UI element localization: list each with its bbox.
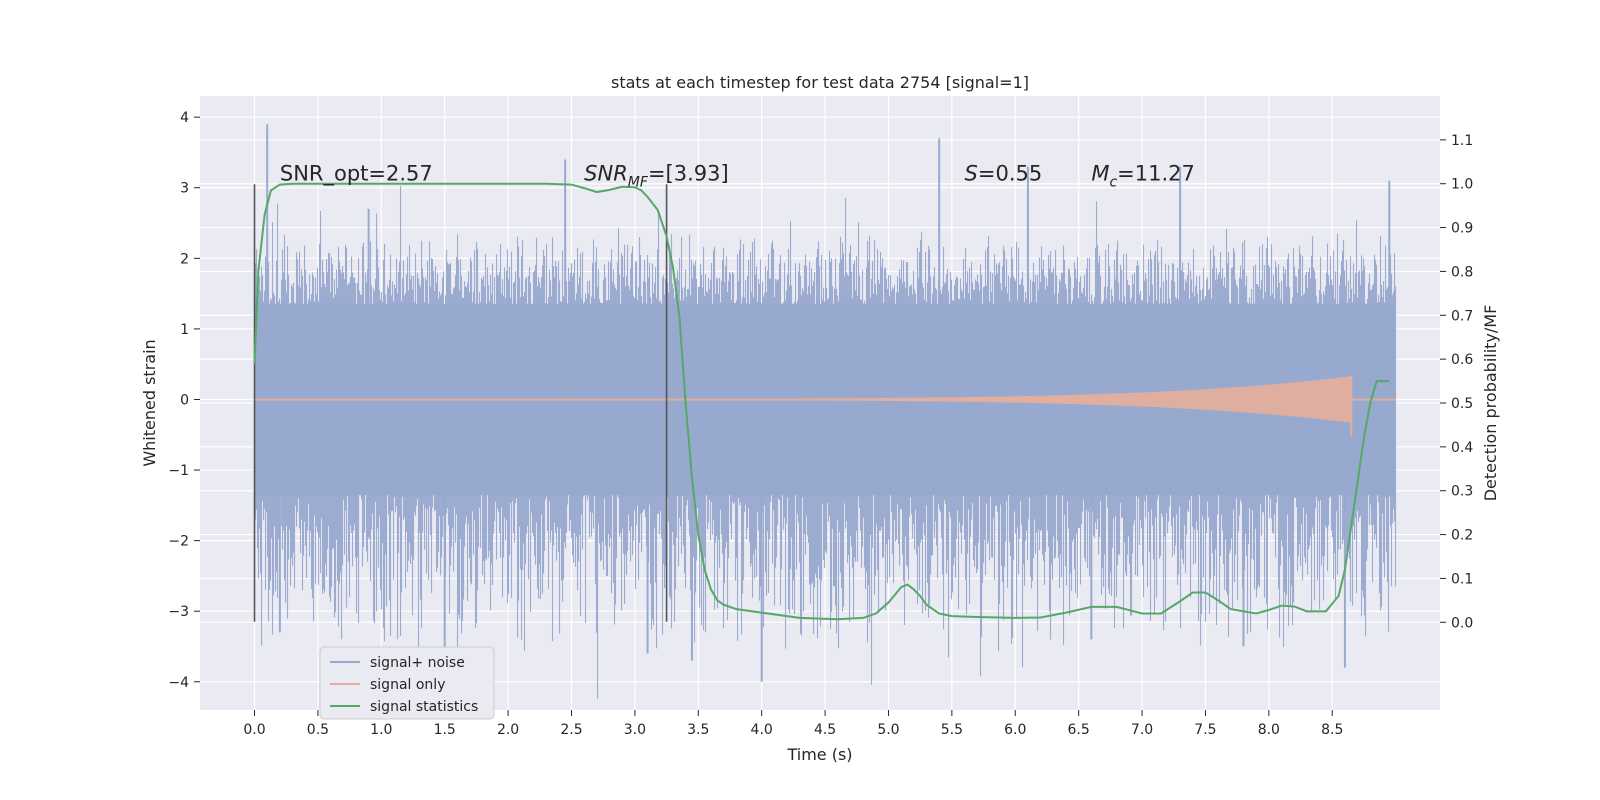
y2-tick-label: 0.9	[1451, 221, 1473, 237]
y2-tick-label: 0.0	[1451, 615, 1473, 631]
signal-only-series	[254, 375, 1396, 437]
y-tick-label: 2	[180, 251, 189, 267]
y-axis-label: Whitened strain	[140, 339, 159, 466]
x-tick-label: 0.0	[243, 722, 265, 738]
x-tick-label: 4.5	[814, 722, 836, 738]
y-tick-label: −3	[168, 604, 189, 620]
statistics-line	[253, 182, 1390, 621]
y-axis-ticks: 4 3 2 1 0 −1 −2 −3 −4	[168, 110, 200, 691]
annotation-mc-value: Mc=11.27	[1091, 162, 1195, 191]
x-axis-ticks: 0.0 0.5 1.0 1.5 2.0 2.5 3.0 3.5 4.0 4.5 5.0 5.5 6.0 6…	[243, 710, 1343, 738]
y-tick-label: −4	[168, 675, 189, 691]
legend-label-statistics: signal statistics	[370, 699, 478, 715]
legend-label-noise: signal+ noise	[370, 655, 465, 671]
legend: signal+ noise signal only signal statist…	[319, 646, 495, 720]
y2-tick-label: 0.2	[1451, 528, 1473, 544]
annotation-s-value: S=0.55	[965, 162, 1043, 186]
y2-tick-label: 0.6	[1451, 352, 1473, 368]
y2-tick-label: 1.0	[1451, 177, 1473, 193]
legend-box	[319, 646, 495, 720]
y2-tick-label: 0.3	[1451, 484, 1473, 500]
y-tick-label: 0	[180, 392, 189, 408]
y2-tick-label: 0.1	[1451, 571, 1473, 587]
y-tick-label: 3	[180, 181, 189, 197]
x-tick-label: 6.5	[1068, 722, 1090, 738]
annotations: SNR_opt=2.57 SNRMF=[3.93] S=0.55 Mc=11.27	[280, 162, 1195, 191]
y-tick-label: 1	[180, 322, 189, 338]
x-tick-label: 8.5	[1321, 722, 1343, 738]
annotation-snr-mf: SNRMF=[3.93]	[584, 162, 729, 191]
y2-tick-label: 0.8	[1451, 264, 1473, 280]
x-tick-label: 8.0	[1258, 722, 1280, 738]
x-tick-label: 5.5	[941, 722, 963, 738]
x-axis-label: Time (s)	[786, 745, 852, 764]
y-tick-label: −1	[168, 463, 189, 479]
x-tick-label: 4.0	[751, 722, 773, 738]
y-tick-label: 4	[180, 110, 189, 126]
x-tick-label: 3.5	[687, 722, 709, 738]
legend-label-signal: signal only	[370, 677, 445, 693]
x-tick-label: 1.5	[434, 722, 456, 738]
y-tick-label: −2	[168, 534, 189, 550]
x-tick-label: 7.0	[1131, 722, 1153, 738]
chart-title: stats at each timestep for test data 275…	[611, 73, 1029, 92]
x-tick-label: 1.0	[370, 722, 392, 738]
x-tick-label: 6.0	[1004, 722, 1026, 738]
y2-axis-ticks: 1.1 1.0 0.9 0.8 0.7 0.6 0.5 0.4 0.3 0.2 0.1 0.0	[1440, 133, 1473, 631]
x-tick-label: 2.0	[497, 722, 519, 738]
x-tick-label: 2.5	[560, 722, 582, 738]
x-tick-label: 7.5	[1194, 722, 1216, 738]
y2-tick-label: 0.7	[1451, 308, 1473, 324]
annotation-snr-opt: SNR_opt=2.57	[280, 162, 433, 187]
y2-tick-label: 0.4	[1451, 440, 1473, 456]
x-tick-label: 5.0	[877, 722, 899, 738]
y2-tick-label: 0.5	[1451, 396, 1473, 412]
statistics-series	[253, 182, 1390, 621]
x-tick-label: 3.0	[624, 722, 646, 738]
y2-axis-label: Detection probability/MF	[1481, 305, 1500, 502]
x-tick-label: 0.5	[307, 722, 329, 738]
y2-tick-label: 1.1	[1451, 133, 1473, 149]
event-markers	[253, 184, 668, 622]
